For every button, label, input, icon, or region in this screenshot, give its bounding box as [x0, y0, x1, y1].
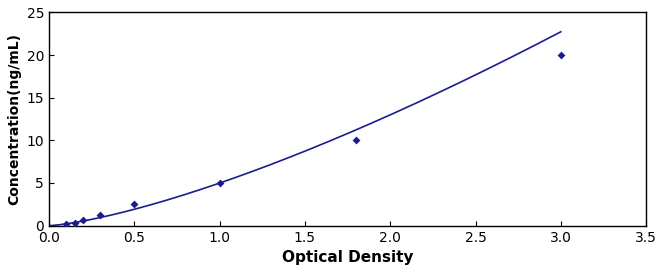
- Point: [78, 218, 88, 222]
- X-axis label: Optical Density: Optical Density: [282, 250, 413, 265]
- Point: [214, 181, 225, 185]
- Point: [556, 53, 566, 57]
- Point: [60, 222, 71, 227]
- Y-axis label: Concentration(ng/mL): Concentration(ng/mL): [7, 33, 21, 205]
- Point: [129, 202, 139, 206]
- Point: [69, 221, 80, 225]
- Point: [351, 138, 361, 143]
- Point: [95, 213, 106, 217]
